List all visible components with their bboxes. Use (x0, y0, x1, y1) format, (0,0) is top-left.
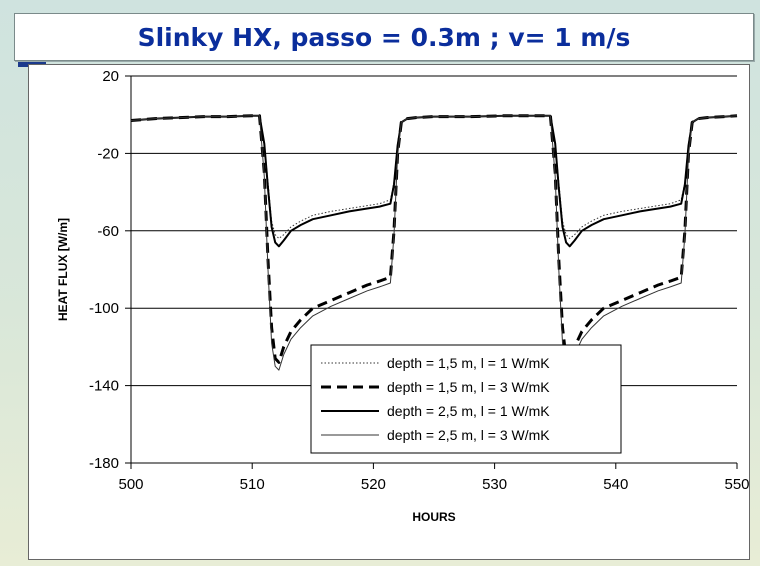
chart-frame: 20 -20 -60 -100 -140 -180 500 510 520 530 540 550 H… (28, 64, 750, 560)
slide-title-box: Slinky HX, passo = 0.3m ; v= 1 m/s (14, 13, 754, 61)
x-tick-label: 510 (240, 476, 265, 493)
series-line-1 (130, 115, 738, 239)
x-tick-label: 540 (603, 476, 628, 493)
x-tick-label: 500 (118, 476, 143, 493)
y-tick-label: 20 (102, 68, 119, 85)
series-line-3 (130, 114, 738, 248)
legend-label: depth = 2,5 m, l = 1 W/mK (387, 403, 550, 419)
legend-label: depth = 1,5 m, l = 1 W/mK (387, 355, 550, 371)
legend-label: depth = 2,5 m, l = 3 W/mK (387, 427, 550, 443)
series-line-2 (130, 114, 738, 364)
y-tick-label: -100 (89, 300, 119, 317)
x-tick-label: 550 (724, 476, 749, 493)
y-axis-label: HEAT FLUX [W/m] (56, 218, 70, 321)
axes: 20 -20 -60 -100 -140 -180 500 510 520 530 540 550 (89, 68, 750, 493)
x-tick-label: 520 (361, 476, 386, 493)
legend: depth = 1,5 m, l = 1 W/mK depth = 1,5 m, … (310, 344, 622, 454)
slide-title: Slinky HX, passo = 0.3m ; v= 1 m/s (137, 22, 631, 52)
legend-label: depth = 1,5 m, l = 3 W/mK (387, 379, 550, 395)
y-tick-label: -20 (97, 145, 119, 162)
series-line-4 (130, 115, 738, 371)
x-axis-label: HOURS (412, 510, 455, 524)
grid-lines (131, 75, 737, 464)
heat-flux-chart: 20 -20 -60 -100 -140 -180 500 510 520 530 540 550 H… (56, 68, 750, 524)
x-tick-label: 530 (482, 476, 507, 493)
y-tick-label: -140 (89, 378, 119, 395)
y-tick-label: -180 (89, 455, 119, 472)
series-lines (130, 114, 738, 371)
y-tick-label: -60 (97, 223, 119, 240)
